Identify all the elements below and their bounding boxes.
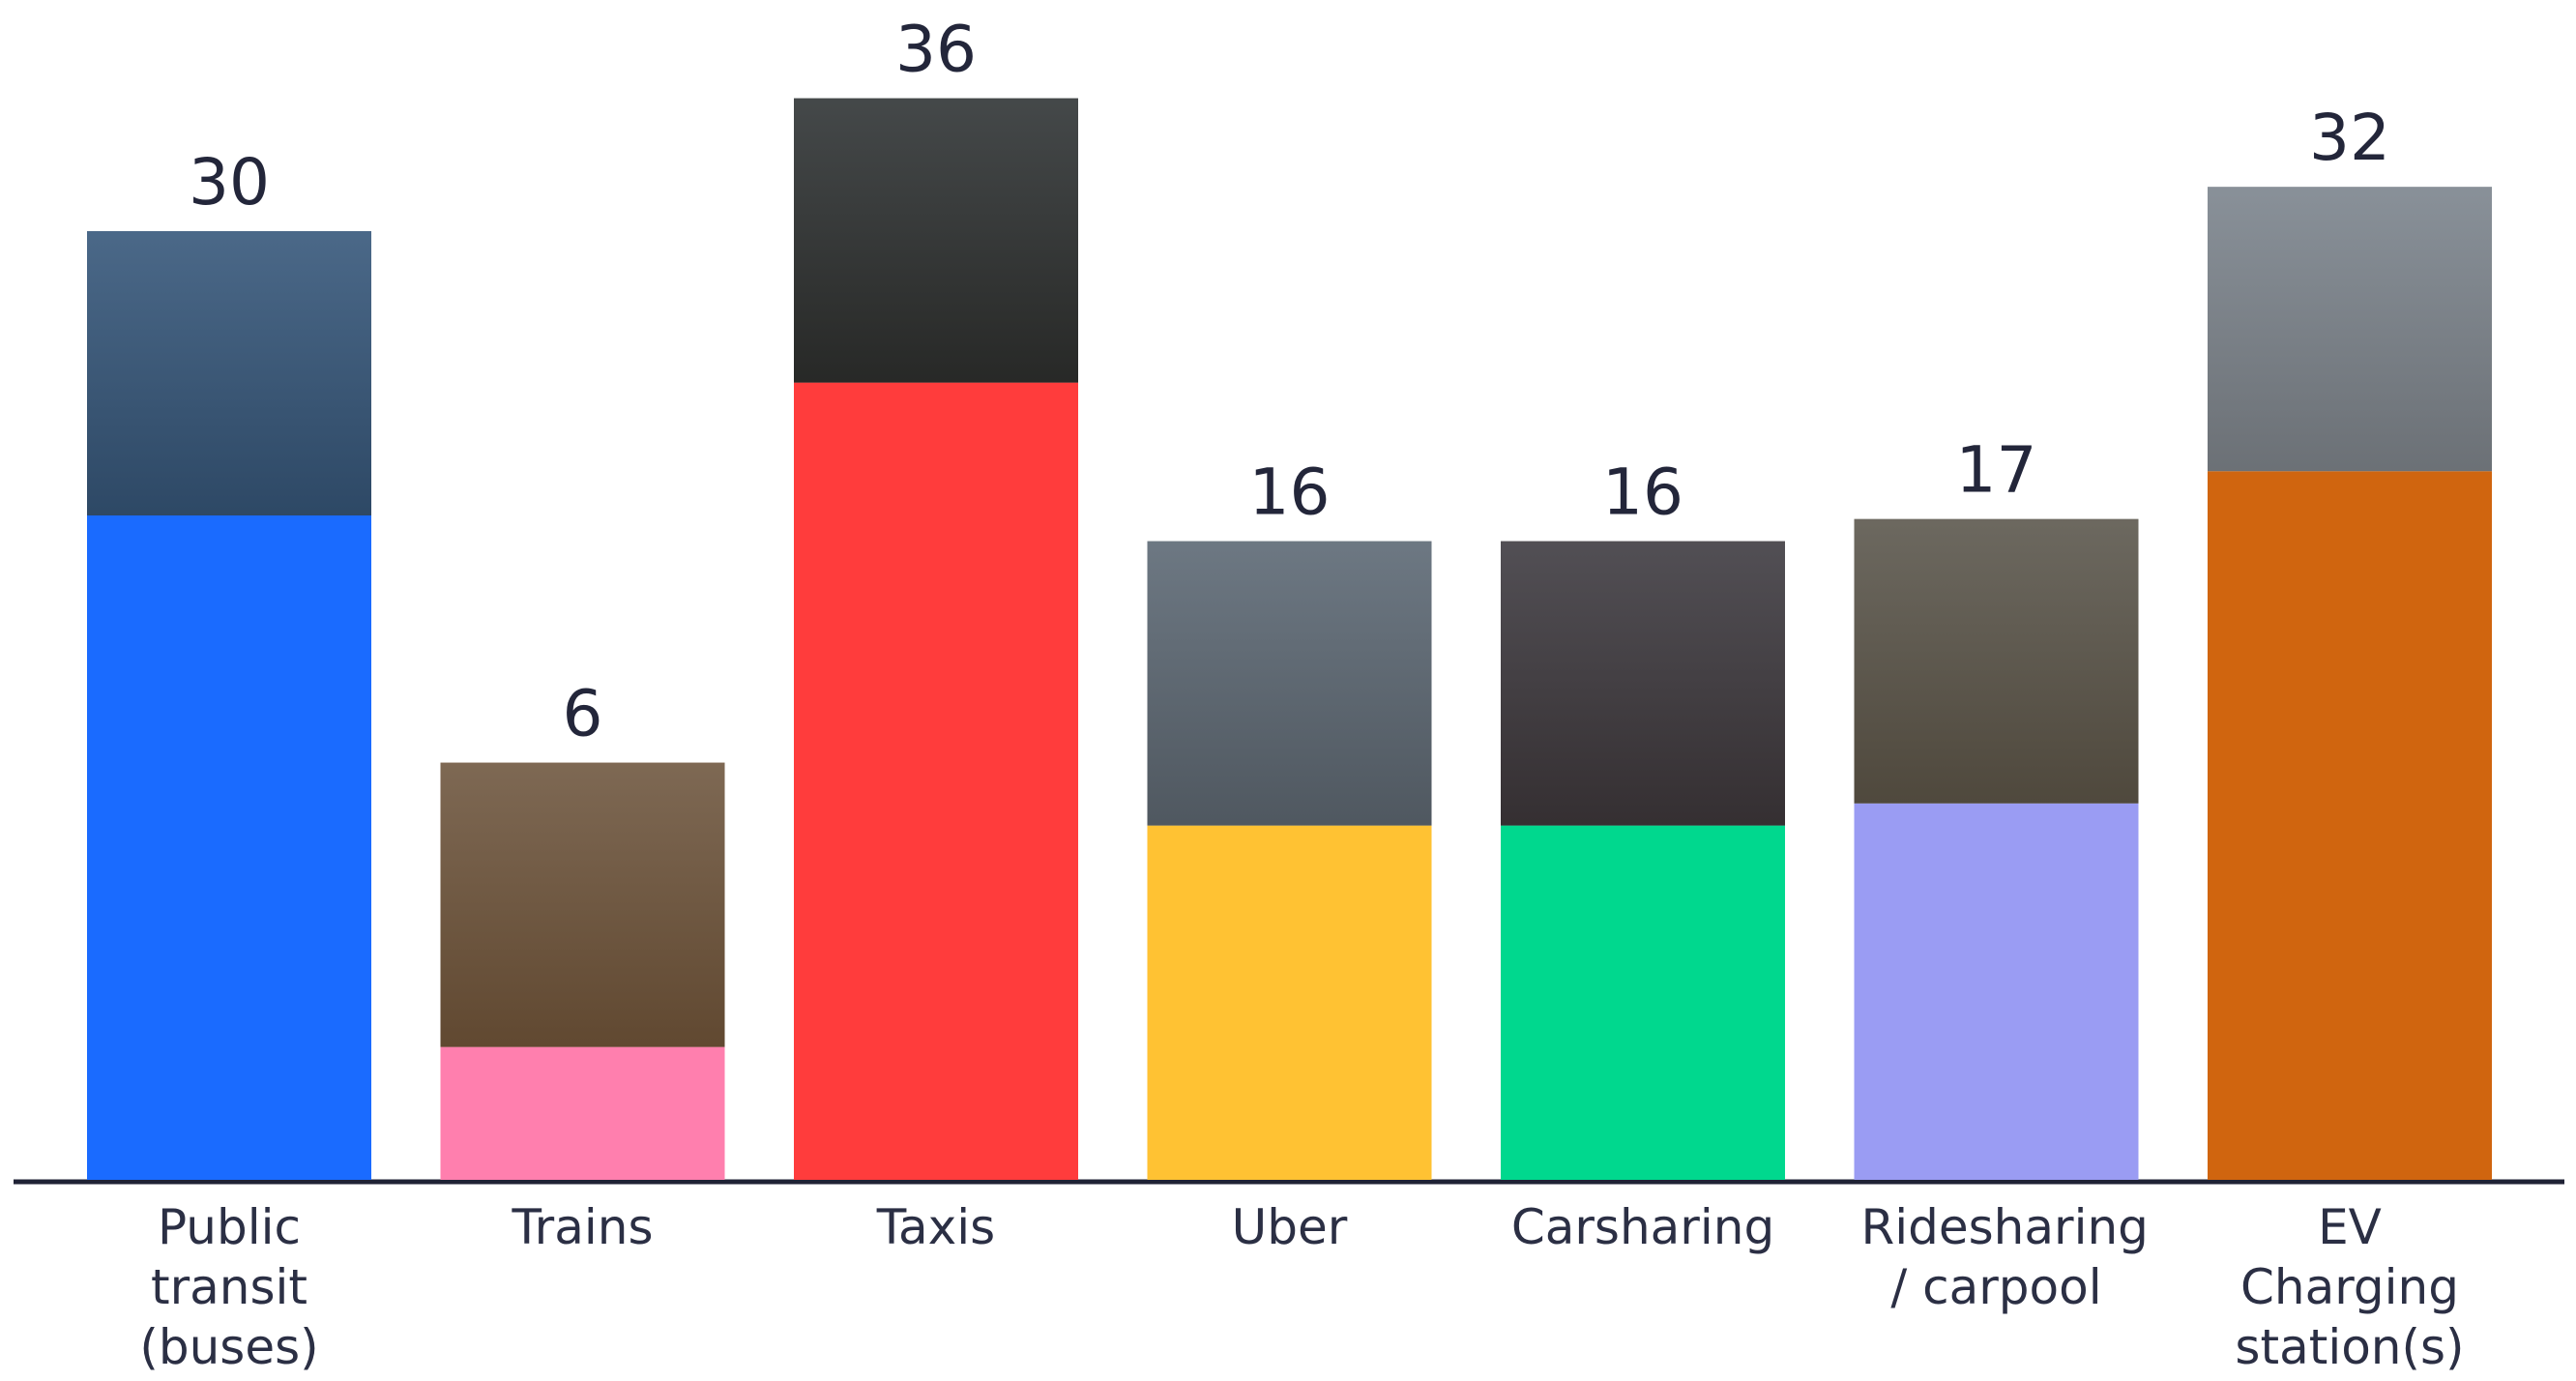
value-label: 32 [2309, 101, 2390, 175]
category-label: Trains [512, 1199, 654, 1255]
bar-photo-shade [794, 98, 1078, 383]
value-label: 17 [1956, 433, 2037, 508]
value-label: 36 [895, 13, 977, 87]
value-label: 16 [1602, 455, 1683, 530]
bar [794, 382, 1078, 1181]
bar [1854, 803, 2139, 1180]
bar-photo-shade [1854, 518, 2139, 804]
bar-photo-shade [2208, 187, 2492, 472]
bar [2208, 471, 2492, 1180]
bar [1147, 825, 1432, 1180]
category-label: Uber [1231, 1199, 1348, 1255]
bar [87, 515, 371, 1180]
value-label: 30 [189, 145, 270, 220]
value-label: 16 [1249, 455, 1331, 530]
bar-photo-shade [440, 762, 725, 1047]
bar [1501, 825, 1785, 1180]
category-label: Ridesharing / carpool [1860, 1199, 2149, 1315]
bar-photo-shade [1147, 541, 1432, 826]
value-label: 6 [563, 677, 603, 751]
bar-photo-shade [1501, 541, 1785, 826]
category-label: Public transit (buses) [139, 1199, 319, 1375]
bar-photo-shade [87, 231, 371, 515]
bar [440, 1046, 725, 1180]
category-label: Taxis [876, 1199, 996, 1255]
category-label: EV Charging station(s) [2235, 1199, 2465, 1375]
category-label: Carsharing [1510, 1199, 1775, 1255]
